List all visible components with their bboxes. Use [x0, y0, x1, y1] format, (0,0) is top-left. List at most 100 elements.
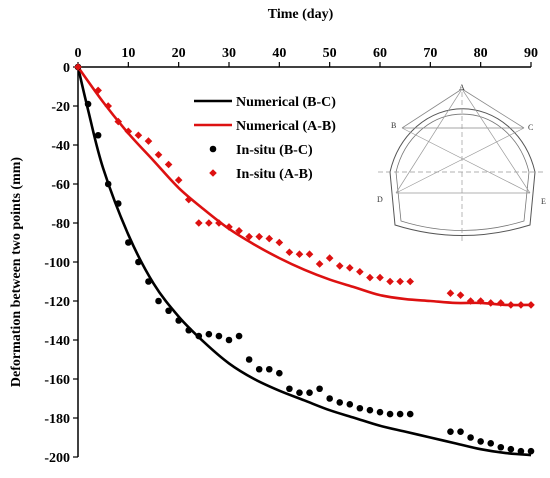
inset-point-label: E — [541, 197, 546, 206]
data-point — [346, 401, 354, 408]
x-axis-title: Time (day) — [268, 7, 334, 22]
data-point — [507, 301, 515, 309]
data-point — [396, 410, 404, 418]
data-point — [154, 150, 163, 159]
inset-point-label: D — [377, 195, 383, 204]
data-point — [456, 291, 465, 299]
data-point — [487, 440, 495, 447]
data-point — [205, 219, 213, 227]
data-point — [325, 254, 334, 262]
inset-point-label: C — [528, 123, 533, 132]
inset-point-label: B — [391, 121, 396, 130]
series-line — [76, 66, 532, 307]
data-point — [497, 443, 505, 451]
data-point — [356, 267, 364, 276]
tunnel-outline — [389, 108, 536, 236]
data-point — [265, 234, 274, 243]
data-point — [114, 200, 122, 207]
y-tick-label: -200 — [44, 451, 70, 466]
data-point — [155, 297, 162, 305]
inset-point-label: A — [459, 83, 465, 92]
data-point — [356, 404, 364, 412]
data-point — [134, 131, 143, 140]
data-point — [84, 100, 92, 108]
y-axis-title: Deformation between two points (mm) — [9, 157, 24, 388]
data-point — [447, 428, 454, 435]
y-tick-label: -60 — [51, 178, 70, 193]
measure-line — [401, 88, 463, 129]
data-point — [94, 86, 102, 95]
data-point — [326, 395, 333, 402]
x-tick-label: 50 — [323, 46, 337, 61]
data-point — [366, 273, 374, 282]
data-point — [175, 317, 182, 324]
data-point — [184, 195, 193, 204]
data-point — [477, 438, 484, 445]
data-point — [527, 301, 535, 309]
data-point — [125, 239, 132, 246]
data-point — [265, 365, 273, 373]
data-point — [215, 219, 223, 227]
data-point — [276, 369, 283, 377]
measure-line — [401, 127, 531, 194]
legend-label: Numerical (B-C) — [236, 95, 336, 110]
y-tick-label: -100 — [44, 256, 70, 271]
series-3 — [74, 63, 535, 309]
data-point — [174, 176, 183, 184]
data-point — [406, 410, 414, 418]
data-point — [406, 277, 414, 286]
data-point — [517, 447, 525, 455]
data-point — [255, 232, 263, 241]
data-point — [225, 336, 233, 344]
data-point — [275, 238, 284, 247]
data-point — [296, 389, 303, 396]
y-tick-label: -160 — [44, 373, 70, 388]
series-0 — [76, 66, 532, 457]
data-point — [225, 223, 233, 231]
tunnel-cross-section-inset: A B C D E — [377, 83, 546, 242]
data-point — [165, 307, 172, 315]
series-layer — [74, 63, 535, 457]
legend: Numerical (B-C) Numerical (A-B) In-situ (B… — [194, 95, 336, 182]
data-point — [74, 63, 82, 71]
data-point — [295, 250, 304, 258]
data-point — [104, 102, 112, 110]
x-tick-label: 90 — [524, 46, 538, 61]
series-line — [76, 66, 532, 457]
data-point — [255, 365, 263, 373]
data-point — [285, 248, 294, 257]
x-tick-label: 0 — [75, 46, 82, 61]
data-point — [215, 332, 223, 340]
data-point — [466, 297, 475, 305]
y-tick-label: -80 — [51, 217, 70, 232]
data-point — [195, 219, 203, 227]
data-point — [145, 278, 152, 285]
x-tick-label: 70 — [423, 46, 437, 61]
data-point — [336, 399, 344, 406]
tunnel-lining — [395, 113, 530, 231]
data-point — [235, 227, 243, 235]
data-point — [124, 127, 133, 136]
legend-label: In-situ (A-B) — [236, 167, 313, 182]
data-point — [376, 408, 384, 416]
data-point — [286, 385, 293, 393]
x-tick-label: 40 — [272, 46, 286, 61]
x-tick-label: 10 — [121, 46, 135, 61]
series-2 — [74, 63, 535, 455]
x-tick-label: 30 — [222, 46, 236, 61]
data-point — [396, 277, 404, 286]
data-point — [346, 264, 354, 272]
y-tick-label: -20 — [51, 100, 70, 115]
data-point — [185, 326, 193, 334]
data-point — [335, 262, 344, 270]
data-point — [486, 299, 495, 307]
data-point — [366, 406, 374, 414]
data-point — [386, 277, 394, 286]
measure-line — [461, 88, 531, 194]
data-point — [164, 160, 173, 169]
data-point — [305, 250, 314, 258]
data-point — [386, 410, 394, 418]
data-point — [195, 332, 203, 340]
y-tick-label: -120 — [44, 295, 70, 310]
